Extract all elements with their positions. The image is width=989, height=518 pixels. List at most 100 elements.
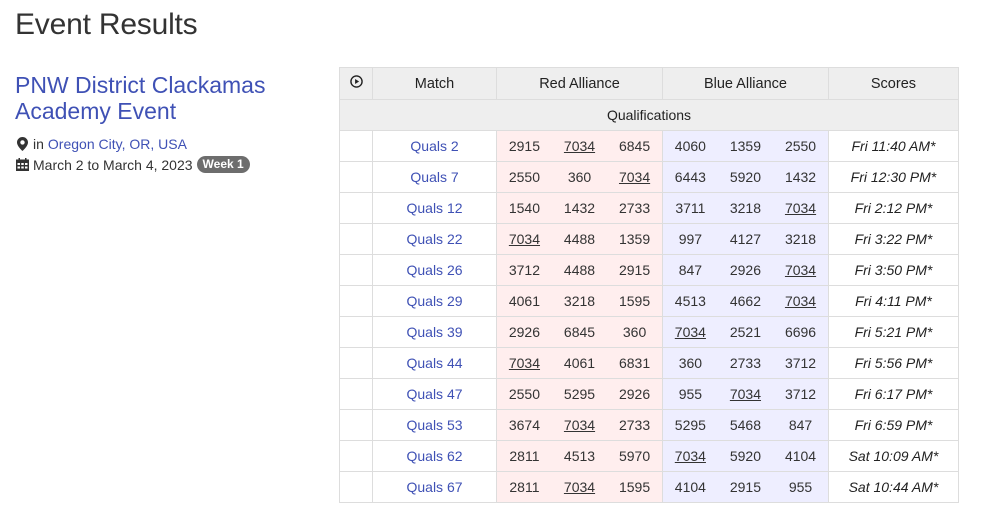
match-link[interactable]: Quals 7: [371, 161, 498, 193]
event-name-link[interactable]: PNW District Clackamas Academy Event: [15, 72, 266, 124]
blue-team-cell[interactable]: 4104: [773, 440, 829, 472]
red-team-cell[interactable]: 2811: [496, 440, 552, 472]
blue-team-cell[interactable]: 5920: [717, 440, 774, 472]
red-team-cell[interactable]: 6845: [551, 316, 608, 348]
red-team-cell[interactable]: 3218: [551, 285, 608, 317]
video-cell: [339, 440, 373, 472]
blue-team-cell[interactable]: 3711: [661, 192, 718, 224]
red-team-cell[interactable]: 7034: [551, 130, 608, 162]
red-team-cell[interactable]: 7034: [496, 223, 552, 255]
blue-team-cell[interactable]: 847: [661, 254, 718, 286]
red-team-cell[interactable]: 2926: [607, 378, 663, 410]
video-cell: [339, 347, 373, 379]
table-row: Quals 12 1540 1432 2733 3711 3218 7034 Fri 2:12…: [339, 192, 960, 224]
blue-team-cell[interactable]: 6696: [773, 316, 829, 348]
blue-team-cell[interactable]: 5920: [717, 161, 774, 193]
blue-team-cell[interactable]: 2550: [773, 130, 829, 162]
blue-team-cell[interactable]: 5295: [661, 409, 718, 441]
red-team-cell[interactable]: 4513: [551, 440, 608, 472]
table-row: Quals 62 2811 4513 5970 7034 5920 4104 Sat 10:0…: [339, 440, 960, 472]
blue-team-cell[interactable]: 3712: [773, 378, 829, 410]
blue-team-cell[interactable]: 2926: [717, 254, 774, 286]
blue-team-cell[interactable]: 7034: [717, 378, 774, 410]
blue-team-cell[interactable]: 4662: [717, 285, 774, 317]
red-team-cell[interactable]: 1432: [551, 192, 608, 224]
red-team-cell[interactable]: 3674: [496, 409, 552, 441]
table-row: Quals 67 2811 7034 1595 4104 2915 955 Sat 10:44…: [339, 471, 960, 503]
blue-team-cell[interactable]: 955: [661, 378, 718, 410]
blue-team-cell[interactable]: 6443: [661, 161, 718, 193]
blue-team-cell[interactable]: 7034: [773, 254, 829, 286]
red-team-cell[interactable]: 4061: [496, 285, 552, 317]
red-team-cell[interactable]: 1540: [496, 192, 552, 224]
blue-team-cell[interactable]: 7034: [661, 440, 718, 472]
blue-team-cell[interactable]: 4060: [661, 130, 718, 162]
blue-team-cell[interactable]: 7034: [773, 192, 829, 224]
blue-team-cell[interactable]: 2915: [717, 471, 774, 503]
red-team-cell[interactable]: 5295: [551, 378, 608, 410]
blue-team-cell[interactable]: 2733: [717, 347, 774, 379]
red-team-cell[interactable]: 2733: [607, 409, 663, 441]
match-link[interactable]: Quals 26: [371, 254, 498, 286]
red-team-cell[interactable]: 5970: [607, 440, 663, 472]
red-team-cell[interactable]: 2550: [496, 161, 552, 193]
blue-team-cell[interactable]: 360: [661, 347, 718, 379]
blue-team-cell[interactable]: 4127: [717, 223, 774, 255]
match-link[interactable]: Quals 47: [371, 378, 498, 410]
red-team-cell[interactable]: 7034: [551, 409, 608, 441]
blue-team-cell[interactable]: 997: [661, 223, 718, 255]
location-link[interactable]: Oregon City, OR, USA: [47, 136, 187, 152]
red-team-cell[interactable]: 6845: [607, 130, 663, 162]
blue-team-cell[interactable]: 2521: [717, 316, 774, 348]
match-link[interactable]: Quals 12: [371, 192, 498, 224]
blue-team-cell[interactable]: 1359: [717, 130, 774, 162]
red-team-cell[interactable]: 6831: [607, 347, 663, 379]
red-team-cell[interactable]: 4488: [551, 254, 608, 286]
match-link[interactable]: Quals 2: [371, 130, 498, 162]
red-team-cell[interactable]: 2915: [496, 130, 552, 162]
video-cell: [339, 254, 373, 286]
section-row: Qualifications: [339, 99, 959, 131]
video-cell: [339, 192, 373, 224]
table-row: Quals 29 4061 3218 1595 4513 4662 7034 Fri 4:11…: [339, 285, 960, 317]
blue-team-cell[interactable]: 847: [773, 409, 829, 441]
event-dates: March 2 to March 4, 2023 Week 1: [15, 156, 250, 173]
red-team-cell[interactable]: 4061: [551, 347, 608, 379]
match-link[interactable]: Quals 67: [371, 471, 498, 503]
red-team-cell[interactable]: 2811: [496, 471, 552, 503]
red-team-cell[interactable]: 2915: [607, 254, 663, 286]
red-team-cell[interactable]: 1595: [607, 285, 663, 317]
blue-team-cell[interactable]: 7034: [661, 316, 718, 348]
red-team-cell[interactable]: 3712: [496, 254, 552, 286]
calendar-icon: [15, 158, 29, 172]
match-time-cell: Fri 3:22 PM*: [827, 223, 960, 255]
match-link[interactable]: Quals 22: [371, 223, 498, 255]
match-link[interactable]: Quals 62: [371, 440, 498, 472]
match-link[interactable]: Quals 44: [371, 347, 498, 379]
red-team-cell[interactable]: 7034: [607, 161, 663, 193]
red-team-cell[interactable]: 1595: [607, 471, 663, 503]
blue-team-cell[interactable]: 4513: [661, 285, 718, 317]
red-team-cell[interactable]: 7034: [551, 471, 608, 503]
match-link[interactable]: Quals 39: [371, 316, 498, 348]
blue-team-cell[interactable]: 955: [773, 471, 829, 503]
blue-team-cell[interactable]: 7034: [773, 285, 829, 317]
play-column-header[interactable]: [339, 67, 373, 100]
blue-team-cell[interactable]: 3218: [773, 223, 829, 255]
match-link[interactable]: Quals 29: [371, 285, 498, 317]
match-link[interactable]: Quals 53: [371, 409, 498, 441]
red-team-cell[interactable]: 360: [607, 316, 663, 348]
red-team-cell[interactable]: 1359: [607, 223, 663, 255]
event-location: in Oregon City, OR, USA: [15, 136, 187, 152]
red-team-cell[interactable]: 2733: [607, 192, 663, 224]
blue-team-cell[interactable]: 5468: [717, 409, 774, 441]
red-team-cell[interactable]: 2550: [496, 378, 552, 410]
red-team-cell[interactable]: 7034: [496, 347, 552, 379]
red-team-cell[interactable]: 4488: [551, 223, 608, 255]
blue-team-cell[interactable]: 4104: [661, 471, 718, 503]
blue-team-cell[interactable]: 3712: [773, 347, 829, 379]
blue-team-cell[interactable]: 3218: [717, 192, 774, 224]
blue-team-cell[interactable]: 1432: [773, 161, 829, 193]
red-team-cell[interactable]: 2926: [496, 316, 552, 348]
red-team-cell[interactable]: 360: [551, 161, 608, 193]
